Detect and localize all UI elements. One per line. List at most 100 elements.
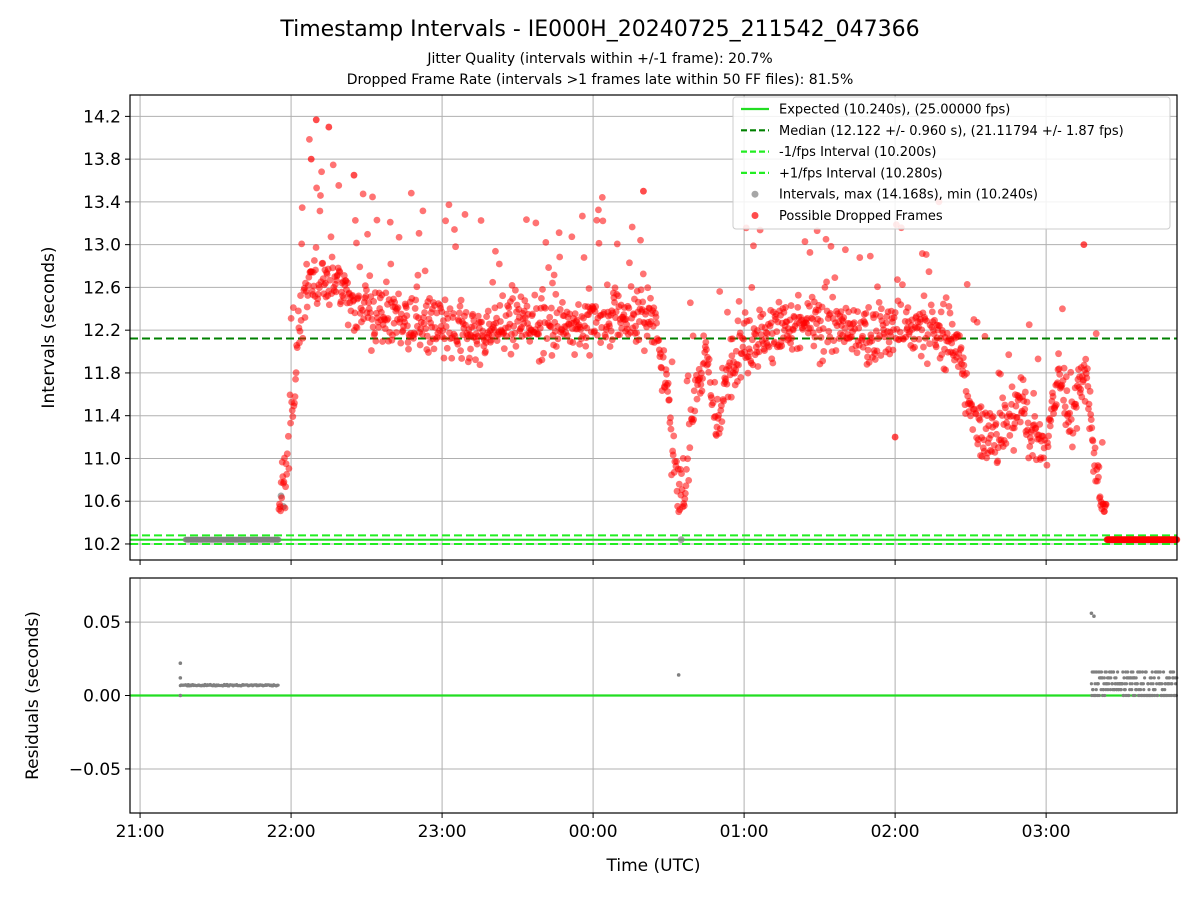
dropped-frame-point — [1002, 404, 1009, 412]
x-tick-label: 00:00 — [569, 822, 618, 842]
dropped-frame-point — [682, 482, 690, 490]
legend: Expected (10.240s), (25.00000 fps) Median… — [732, 96, 1171, 230]
dropped-frame-point — [939, 300, 947, 308]
dropped-frame-point — [402, 304, 410, 311]
dropped-frame-point — [1091, 444, 1099, 452]
dropped-frame-point — [622, 315, 630, 323]
dropped-frame-point — [510, 322, 518, 330]
dropped-frame-point — [373, 216, 381, 224]
dropped-frame-point — [319, 259, 327, 267]
dropped-frame-point — [827, 310, 834, 317]
dropped-frame-point — [451, 226, 458, 233]
dropped-frame-point — [404, 339, 412, 346]
residual-point — [1135, 682, 1139, 686]
dropped-frame-point — [698, 369, 705, 377]
dropped-frame-point — [382, 278, 390, 286]
dropped-frame-point — [810, 342, 818, 350]
dropped-frame-point — [817, 317, 824, 325]
dropped-frame-point — [539, 285, 546, 293]
dropped-frame-point — [586, 351, 593, 359]
dropped-frame-point — [457, 296, 465, 304]
dropped-frame-point — [894, 276, 901, 284]
dropped-frame-point — [538, 356, 546, 364]
dropped-frame-point — [344, 279, 352, 287]
dropped-frame-point — [495, 260, 503, 268]
dropped-frame-point — [959, 354, 967, 362]
x-axis-label: Time (UTC) — [606, 856, 701, 876]
dropped-frame-point — [714, 395, 721, 403]
residual-point — [1173, 682, 1178, 686]
dropped-frame-point — [763, 330, 771, 337]
residual-point — [1170, 682, 1174, 686]
dropped-frame-point — [773, 328, 781, 336]
dropped-frame-point — [727, 393, 735, 401]
dropped-frame-point — [1011, 420, 1019, 427]
dropped-frame-point — [446, 305, 454, 312]
dropped-frame-point — [716, 425, 724, 433]
dropped-frame-point — [355, 292, 363, 300]
dropped-frame-point — [755, 348, 763, 356]
dropped-frame-point — [865, 304, 873, 311]
dropped-frame-point — [415, 229, 423, 237]
y-tick-label: 13.8 — [83, 150, 121, 170]
dropped-frame-point — [680, 502, 688, 510]
dropped-frame-point — [329, 264, 337, 272]
residual-point — [1150, 670, 1154, 674]
dropped-frame-point — [705, 368, 713, 376]
dropped-frame-point — [529, 310, 536, 318]
legend-swatch-dot — [751, 190, 759, 198]
dropped-frame-point — [292, 375, 299, 383]
dropped-frame-point — [370, 298, 378, 305]
dropped-frame-point — [541, 304, 549, 312]
dropped-frame-point — [531, 291, 539, 299]
dropped-frame-point — [897, 301, 905, 309]
dropped-frame-point — [595, 239, 603, 247]
dropped-frame-point — [608, 336, 616, 344]
dropped-frame-point — [681, 495, 689, 503]
dropped-frame-point — [325, 301, 333, 309]
dropped-frame-point — [690, 387, 698, 395]
dropped-frame-point — [1021, 405, 1029, 413]
dropped-frame-point — [653, 319, 660, 327]
dropped-frame-point — [1010, 447, 1018, 454]
dropped-frame-point — [512, 342, 520, 350]
residual-point — [1094, 688, 1098, 692]
dropped-frame-point — [546, 313, 554, 321]
residual-point — [1119, 688, 1123, 692]
residual-point — [1124, 682, 1129, 686]
intervals-y-ticks: 10.2 10.6 11.0 11.4 11.8 12.2 12.6 13.0 13.4 13.8… — [83, 107, 1047, 565]
dropped-frame-point — [554, 335, 562, 343]
dropped-frame-point — [607, 327, 615, 335]
dropped-frame-point — [556, 306, 564, 313]
dropped-frame-point — [740, 335, 747, 343]
dropped-frame-point — [449, 310, 457, 317]
dropped-frame-point — [1067, 415, 1075, 423]
dropped-frame-point — [1056, 370, 1064, 378]
dropped-frame-point — [942, 366, 950, 374]
dropped-frame-point — [582, 342, 590, 350]
dropped-frame-point — [303, 303, 311, 311]
dropped-frame-point — [987, 431, 995, 439]
dropped-frame-point — [403, 312, 411, 320]
dropped-frame-point — [547, 304, 555, 312]
dropped-frame-point — [318, 168, 325, 176]
dropped-frame-point — [841, 246, 849, 254]
dropped-frame-point — [1077, 386, 1085, 393]
dropped-frame-point — [1095, 473, 1102, 481]
dropped-frame-point — [384, 315, 392, 322]
dropped-frame-point — [476, 361, 484, 369]
dropped-frame-point — [420, 320, 428, 327]
dropped-frame-point — [778, 342, 786, 350]
dropped-frame-point — [635, 336, 643, 344]
dropped-frame-point — [1031, 412, 1039, 420]
residual-point — [1110, 682, 1114, 686]
residual-point — [1097, 693, 1101, 698]
dropped-frame-point — [748, 336, 756, 344]
dropped-frame-point — [1030, 389, 1038, 397]
dropped-frame-point — [788, 345, 796, 353]
dropped-frame-point — [555, 229, 563, 237]
dropped-frame-point — [488, 332, 496, 339]
dropped-frame-point — [477, 217, 485, 224]
dropped-frame-point — [312, 266, 319, 274]
dropped-frame-point — [865, 358, 873, 366]
